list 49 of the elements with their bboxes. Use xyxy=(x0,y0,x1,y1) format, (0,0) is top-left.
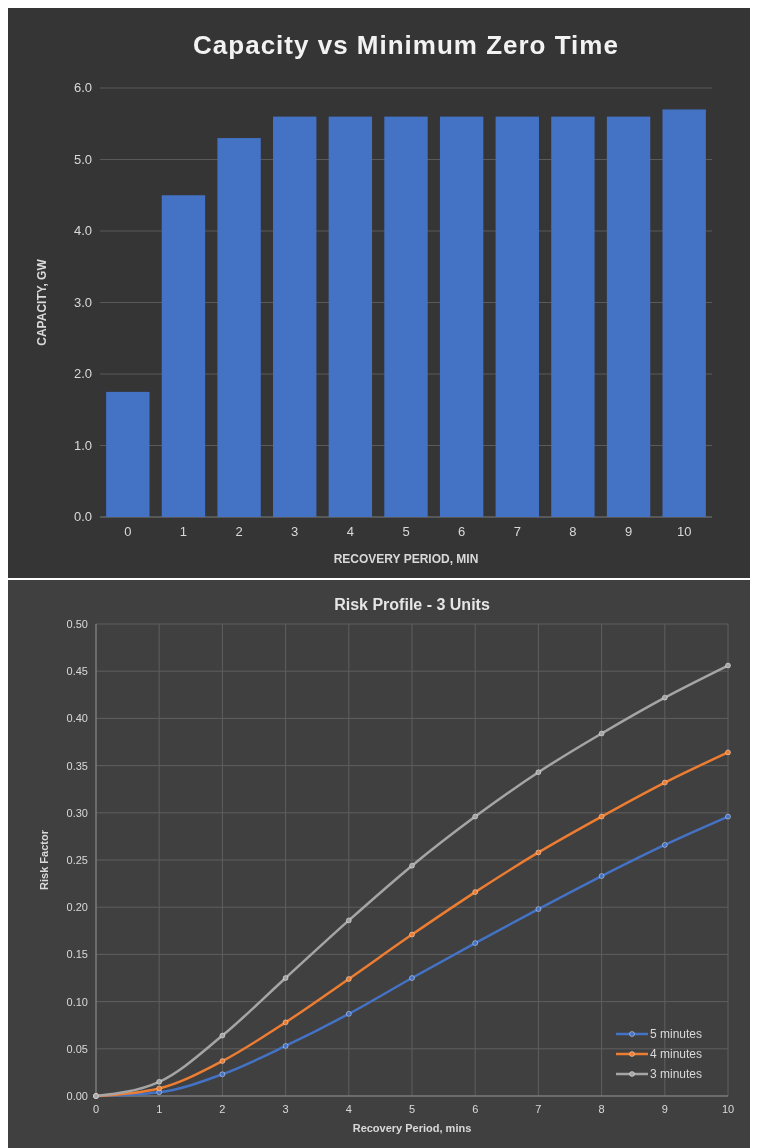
y-axis-title: CAPACITY, GW xyxy=(35,258,49,346)
x-tick-label: 0 xyxy=(92,1103,100,1115)
y-tick-label: 0.40 xyxy=(66,712,88,725)
y-tick-label: 0.30 xyxy=(66,806,88,819)
x-tick-label: 3 xyxy=(282,1103,289,1115)
x-tick-label: 9 xyxy=(661,1103,668,1115)
y-tick-label: 0.45 xyxy=(66,665,88,678)
x-tick-label: 8 xyxy=(598,1103,605,1115)
y-tick-label: 0.0 xyxy=(73,509,92,524)
y-tick-label: 0.15 xyxy=(66,948,88,961)
chart-title: Capacity vs Minimum Zero Time xyxy=(193,30,619,60)
x-tick-label: 4 xyxy=(346,524,354,539)
x-tick-label: 1 xyxy=(179,524,188,539)
x-tick-label: 7 xyxy=(535,1103,542,1115)
y-tick-label: 0.35 xyxy=(66,759,88,772)
legend-label: 4 minutes xyxy=(650,1047,703,1061)
y-tick-label: 4.0 xyxy=(73,223,92,238)
chart-title: Risk Profile - 3 Units xyxy=(334,596,490,613)
y-tick-label: 0.50 xyxy=(66,618,88,630)
y-tick-label: 5.0 xyxy=(73,151,92,167)
x-tick-label: 10 xyxy=(721,1103,735,1115)
x-axis-title: Recovery Period, mins xyxy=(352,1122,472,1134)
y-tick-label: 1.0 xyxy=(73,437,92,453)
y-tick-label: 0.20 xyxy=(66,901,88,914)
x-tick-label: 10 xyxy=(676,524,692,539)
x-tick-label: 2 xyxy=(235,524,243,539)
y-axis-title: Risk Factor xyxy=(38,829,50,890)
y-tick-label: 6.0 xyxy=(73,80,92,95)
x-tick-label: 6 xyxy=(458,524,466,539)
x-tick-label: 5 xyxy=(402,524,410,539)
x-tick-label: 6 xyxy=(472,1103,479,1115)
x-tick-label: 4 xyxy=(345,1103,352,1115)
y-tick-label: 2.0 xyxy=(73,366,92,381)
legend-label: 5 minutes xyxy=(650,1027,703,1041)
y-tick-label: 0.25 xyxy=(66,854,88,866)
x-tick-label: 8 xyxy=(569,524,577,539)
x-tick-label: 0 xyxy=(124,524,132,539)
y-tick-label: 3.0 xyxy=(73,294,92,310)
x-tick-label: 5 xyxy=(408,1103,416,1115)
legend-label: 3 minutes xyxy=(650,1067,703,1081)
x-tick-label: 7 xyxy=(513,524,521,539)
x-tick-label: 2 xyxy=(219,1103,226,1115)
x-tick-label: 3 xyxy=(291,524,299,539)
y-tick-label: 0.05 xyxy=(66,1042,88,1055)
x-axis-title: RECOVERY PERIOD, MIN xyxy=(333,552,479,566)
y-tick-label: 0.00 xyxy=(66,1090,88,1102)
y-tick-label: 0.10 xyxy=(66,995,88,1008)
x-tick-label: 1 xyxy=(156,1103,163,1115)
x-tick-label: 9 xyxy=(624,524,633,539)
